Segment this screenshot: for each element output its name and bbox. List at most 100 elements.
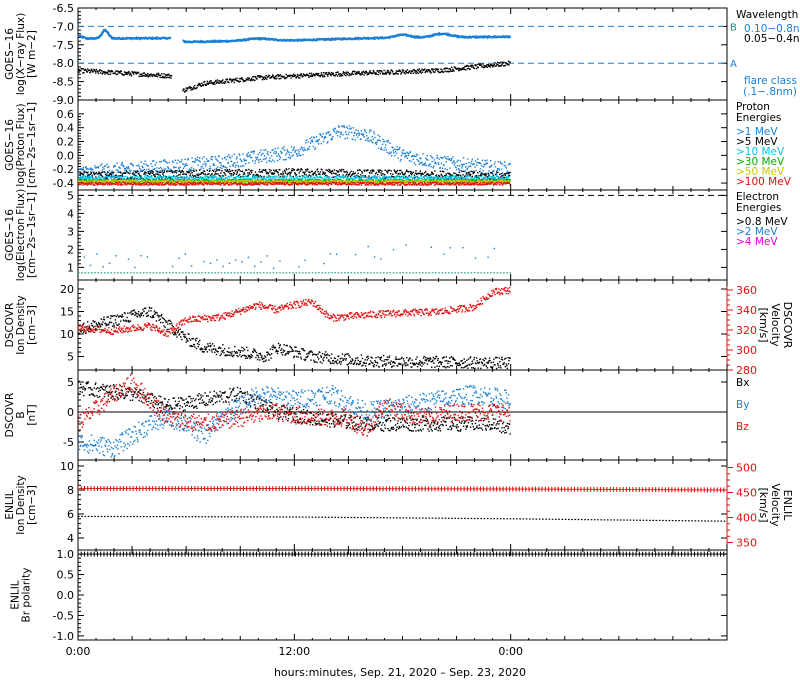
data-point — [105, 165, 106, 166]
data-point — [289, 178, 290, 179]
data-point — [294, 147, 295, 148]
data-point — [286, 74, 287, 75]
data-point — [431, 72, 432, 73]
data-point — [452, 176, 453, 177]
data-point — [160, 167, 161, 168]
data-point — [148, 171, 149, 172]
data-point — [382, 180, 383, 181]
data-point — [497, 178, 498, 179]
data-point — [375, 72, 376, 73]
data-point — [293, 74, 294, 75]
data-point — [331, 173, 332, 174]
data-point — [326, 133, 327, 134]
data-point — [395, 151, 396, 152]
data-point — [323, 178, 324, 179]
data-point — [126, 171, 127, 172]
data-point — [136, 176, 137, 177]
data-point — [155, 164, 156, 165]
data-point — [283, 76, 284, 77]
data-point — [220, 177, 221, 178]
data-point — [171, 170, 172, 171]
data-point — [314, 148, 315, 149]
data-point — [223, 172, 224, 173]
data-point — [392, 147, 393, 148]
data-point — [464, 164, 465, 165]
data-point — [500, 62, 501, 63]
data-point — [348, 132, 349, 133]
data-point — [374, 177, 375, 178]
data-point — [322, 177, 323, 178]
data-point — [440, 167, 441, 168]
data-point — [302, 149, 303, 150]
data-point — [330, 134, 331, 135]
data-point — [244, 173, 245, 174]
data-point — [302, 177, 303, 178]
data-point — [382, 144, 383, 145]
data-point — [311, 137, 312, 138]
data-point — [391, 177, 392, 178]
data-point — [205, 165, 206, 166]
data-point — [356, 133, 357, 134]
data-point — [471, 161, 472, 162]
data-point — [338, 125, 339, 126]
data-point — [401, 155, 402, 156]
data-point — [465, 166, 466, 167]
data-point — [239, 174, 240, 175]
data-point — [426, 165, 427, 166]
data-point — [144, 169, 145, 170]
y-tick-label: -7.5 — [53, 39, 74, 52]
data-point — [112, 176, 113, 177]
data-point — [413, 73, 414, 74]
data-point — [487, 162, 488, 163]
data-point — [419, 68, 420, 69]
data-point — [206, 176, 207, 177]
data-point — [152, 75, 153, 76]
data-point — [413, 176, 414, 177]
data-point — [270, 170, 271, 171]
data-point — [276, 176, 277, 177]
data-point — [468, 66, 469, 67]
data-point — [104, 177, 105, 178]
data-point — [474, 68, 475, 69]
data-point — [260, 176, 261, 177]
data-point — [454, 173, 455, 174]
data-point — [468, 172, 469, 173]
data-point — [504, 173, 505, 174]
data-point — [192, 180, 193, 181]
data-point — [208, 173, 209, 174]
data-point — [117, 73, 118, 74]
data-point — [277, 74, 278, 75]
data-point — [477, 159, 478, 160]
data-point — [255, 178, 256, 179]
data-point — [100, 72, 101, 73]
data-point — [363, 136, 364, 137]
data-point — [275, 148, 276, 149]
data-point — [213, 178, 214, 179]
data-point — [416, 71, 417, 72]
data-point — [312, 171, 313, 172]
data-point — [166, 77, 167, 78]
data-point — [461, 180, 462, 181]
data-point — [462, 174, 463, 175]
data-point — [335, 173, 336, 174]
data-point — [344, 127, 345, 128]
data-point — [280, 78, 281, 79]
data-point — [336, 176, 337, 177]
data-point — [429, 163, 430, 164]
data-point — [393, 152, 394, 153]
data-point — [507, 178, 508, 179]
data-point — [345, 171, 346, 172]
data-point — [127, 176, 128, 177]
data-point — [380, 170, 381, 171]
data-point — [447, 176, 448, 177]
data-point — [295, 75, 296, 76]
data-point — [204, 171, 205, 172]
data-point — [82, 180, 83, 181]
data-point — [418, 73, 419, 74]
data-point — [116, 163, 117, 164]
data-point — [494, 163, 495, 164]
data-point — [283, 175, 284, 176]
data-point — [337, 178, 338, 179]
data-point — [237, 162, 238, 163]
data-point — [162, 173, 163, 174]
